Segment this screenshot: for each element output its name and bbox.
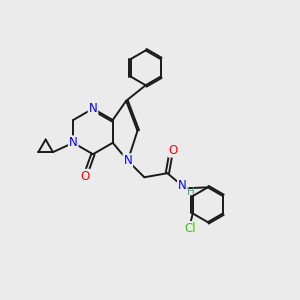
Text: N: N — [88, 102, 98, 115]
Text: N: N — [178, 179, 187, 192]
Text: H: H — [187, 187, 195, 197]
Text: N: N — [69, 136, 78, 149]
Text: Cl: Cl — [184, 222, 196, 235]
Text: O: O — [168, 144, 178, 157]
Text: O: O — [80, 170, 90, 183]
Text: N: N — [123, 154, 132, 167]
